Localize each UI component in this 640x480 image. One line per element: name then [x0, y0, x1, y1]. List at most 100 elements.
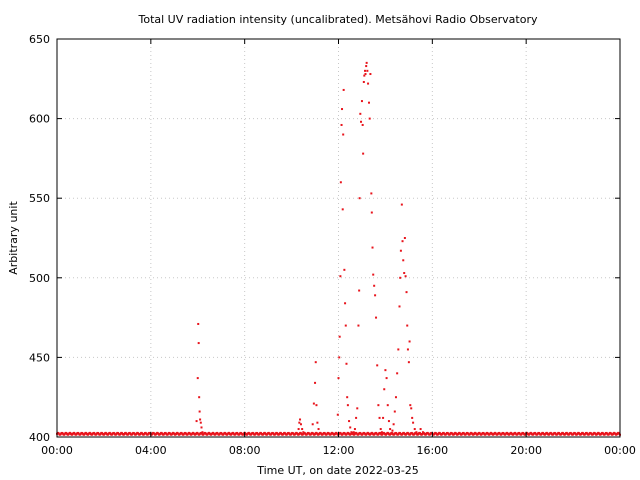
data-point — [411, 416, 414, 419]
data-point — [199, 418, 202, 421]
data-point — [298, 421, 301, 424]
data-point — [316, 421, 319, 424]
data-point — [341, 208, 344, 211]
y-tick-label: 450 — [29, 351, 50, 364]
y-tick-label: 400 — [29, 431, 50, 444]
data-point — [317, 428, 320, 431]
data-point — [340, 123, 343, 126]
data-point — [409, 404, 412, 407]
data-point — [370, 211, 373, 214]
data-point — [370, 192, 373, 195]
y-tick-label: 500 — [29, 272, 50, 285]
data-point — [312, 402, 315, 405]
data-point — [352, 431, 355, 434]
axis-ticks: 00:00 04:00 08:00 12:00 16:00 20:00 00:0040045… — [29, 33, 636, 457]
data-point — [397, 348, 400, 351]
data-point — [368, 117, 371, 120]
data-point — [198, 410, 201, 413]
data-point — [380, 431, 383, 434]
data-point — [314, 361, 317, 364]
data-point — [363, 74, 366, 77]
data-point — [345, 362, 348, 365]
data-point — [349, 426, 352, 429]
data-point — [343, 268, 346, 271]
data-point — [406, 324, 409, 327]
data-point — [337, 377, 340, 380]
data-point — [199, 421, 202, 424]
data-point — [314, 381, 317, 384]
data-point — [401, 240, 404, 243]
data-point — [355, 416, 358, 419]
data-point — [339, 275, 342, 278]
data-point — [387, 420, 390, 423]
data-point — [399, 249, 402, 252]
y-tick-label: 600 — [29, 113, 50, 126]
data-point — [385, 377, 388, 380]
y-tick-label: 650 — [29, 33, 50, 46]
data-point — [390, 432, 393, 435]
data-point — [372, 273, 375, 276]
data-point — [338, 356, 341, 359]
x-tick-label: 20:00 — [510, 444, 542, 457]
x-tick-label: 04:00 — [135, 444, 167, 457]
data-point — [417, 432, 420, 435]
data-point — [365, 65, 368, 68]
x-tick-label: 16:00 — [416, 444, 448, 457]
data-point — [197, 342, 200, 345]
data-point — [353, 428, 356, 431]
x-tick-label: 00:00 — [604, 444, 636, 457]
data-point — [373, 284, 376, 287]
data-point — [386, 404, 389, 407]
data-point — [351, 432, 354, 435]
data-point — [402, 259, 405, 262]
data-point — [391, 429, 394, 432]
data-point — [359, 112, 362, 115]
data-points — [56, 61, 621, 436]
data-point — [415, 431, 418, 434]
data-point — [378, 416, 381, 419]
y-tick-label: 550 — [29, 192, 50, 205]
data-point — [360, 100, 363, 103]
data-point — [400, 203, 403, 206]
data-point — [358, 197, 361, 200]
data-point — [407, 361, 410, 364]
data-point — [379, 428, 382, 431]
data-point — [399, 276, 402, 279]
data-point — [393, 410, 396, 413]
data-point — [195, 420, 198, 423]
x-axis-label: Time UT, on date 2022-03-25 — [256, 464, 419, 477]
data-point — [377, 404, 380, 407]
data-point — [374, 294, 377, 297]
data-point — [358, 289, 361, 292]
data-point — [421, 431, 424, 434]
data-point — [362, 80, 365, 83]
data-point — [342, 133, 345, 136]
data-point — [362, 152, 365, 155]
data-point — [389, 428, 392, 431]
data-point — [403, 272, 406, 275]
data-point — [375, 316, 378, 319]
x-tick-label: 00:00 — [41, 444, 73, 457]
data-point — [382, 416, 385, 419]
data-point — [419, 428, 422, 431]
data-point — [201, 431, 204, 434]
data-point — [376, 364, 379, 367]
data-point — [424, 432, 427, 435]
data-point — [364, 69, 367, 72]
chart-title: Total UV radiation intensity (uncalibrat… — [138, 13, 538, 26]
data-point — [384, 369, 387, 372]
data-point — [302, 431, 305, 434]
data-point — [361, 123, 364, 126]
data-point — [196, 377, 199, 380]
data-point — [336, 413, 339, 416]
data-point — [346, 404, 349, 407]
data-point — [342, 88, 345, 91]
data-point — [404, 275, 407, 278]
data-point — [356, 407, 359, 410]
data-point — [297, 428, 300, 431]
data-point — [301, 428, 304, 431]
data-point — [360, 120, 363, 123]
data-point — [369, 73, 372, 76]
data-point — [367, 82, 370, 85]
data-point — [366, 69, 369, 72]
